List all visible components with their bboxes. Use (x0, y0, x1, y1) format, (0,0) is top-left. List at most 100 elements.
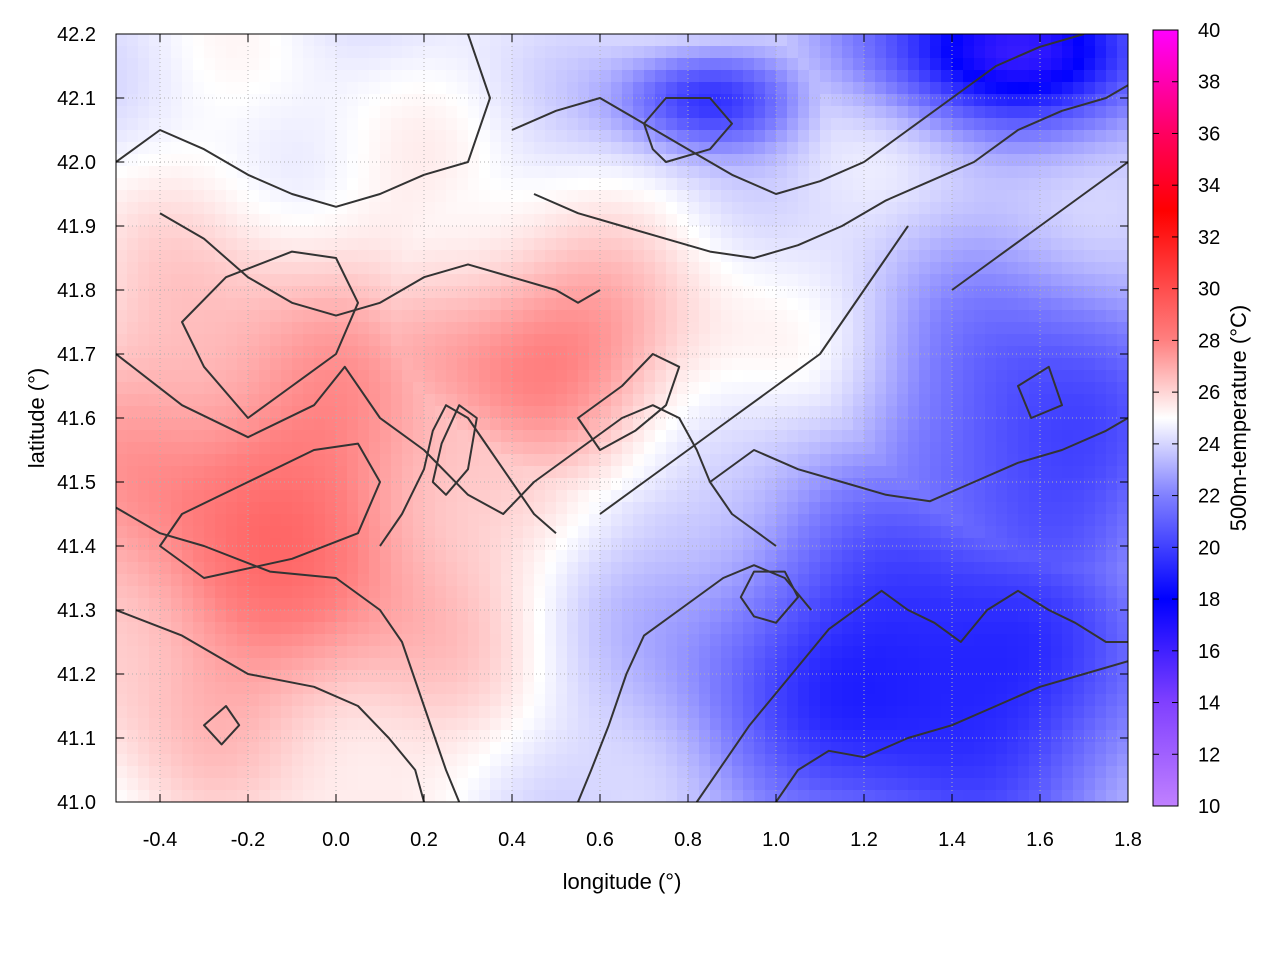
heatmap-cell (369, 382, 381, 395)
heatmap-cell (1051, 514, 1063, 527)
heatmap-cell (787, 118, 799, 131)
heatmap-cell (424, 202, 436, 215)
heatmap-cell (424, 358, 436, 371)
heatmap-cell (479, 454, 491, 467)
heatmap-cell (776, 598, 788, 611)
heatmap-cell (809, 130, 821, 143)
heatmap-cell (380, 574, 392, 587)
heatmap-cell (556, 118, 568, 131)
heatmap-cell (171, 274, 183, 287)
heatmap-cell (1040, 394, 1052, 407)
heatmap-cell (281, 670, 293, 683)
heatmap-cell (908, 502, 920, 515)
heatmap-cell (1095, 538, 1107, 551)
heatmap-cell (457, 502, 469, 515)
heatmap-cell (732, 382, 744, 395)
heatmap-cell (281, 166, 293, 179)
heatmap-cell (578, 178, 590, 191)
heatmap-cell (292, 610, 304, 623)
heatmap-cell (820, 178, 832, 191)
heatmap-cell (435, 286, 447, 299)
heatmap-cell (138, 574, 150, 587)
heatmap-cell (710, 286, 722, 299)
heatmap-cell (1007, 82, 1019, 95)
heatmap-cell (336, 250, 348, 263)
heatmap-cell (666, 166, 678, 179)
heatmap-cell (237, 634, 249, 647)
heatmap-cell (171, 82, 183, 95)
heatmap-cell (325, 94, 337, 107)
heatmap-cell (1073, 166, 1085, 179)
heatmap-cell (622, 106, 634, 119)
heatmap-cell (776, 274, 788, 287)
heatmap-cell (182, 562, 194, 575)
heatmap-cell (479, 130, 491, 143)
heatmap-cell (391, 610, 403, 623)
heatmap-cell (611, 274, 623, 287)
heatmap-cell (369, 406, 381, 419)
heatmap-cell (677, 154, 689, 167)
heatmap-cell (1007, 358, 1019, 371)
heatmap-cell (611, 82, 623, 95)
heatmap-cell (666, 346, 678, 359)
heatmap-cell (1117, 526, 1128, 539)
heatmap-cell (391, 202, 403, 215)
heatmap-cell (259, 346, 271, 359)
heatmap-cell (138, 610, 150, 623)
heatmap-cell (182, 598, 194, 611)
heatmap-cell (831, 238, 843, 251)
heatmap-cell (1007, 550, 1019, 563)
heatmap-cell (1084, 214, 1096, 227)
heatmap-cell (974, 622, 986, 635)
heatmap-cell (468, 454, 480, 467)
heatmap-cell (765, 634, 777, 647)
heatmap-cell (369, 34, 381, 47)
heatmap-cell (215, 190, 227, 203)
heatmap-cell (666, 634, 678, 647)
heatmap-cell (127, 682, 139, 695)
heatmap-cell (512, 238, 524, 251)
heatmap-cell (116, 58, 128, 71)
heatmap-cell (776, 214, 788, 227)
heatmap-cell (1007, 406, 1019, 419)
heatmap-cell (699, 610, 711, 623)
heatmap-cell (193, 118, 205, 131)
heatmap-cell (259, 358, 271, 371)
heatmap-cell (875, 622, 887, 635)
heatmap-cell (457, 190, 469, 203)
heatmap-cell (721, 238, 733, 251)
heatmap-cell (435, 70, 447, 83)
heatmap-cell (886, 226, 898, 239)
heatmap-cell (831, 406, 843, 419)
heatmap-cell (347, 670, 359, 683)
heatmap-cell (1084, 34, 1096, 47)
heatmap-cell (369, 250, 381, 263)
heatmap-cell (545, 94, 557, 107)
heatmap-cell (721, 202, 733, 215)
heatmap-cell (655, 142, 667, 155)
heatmap-cell (435, 298, 447, 311)
heatmap-cell (941, 418, 953, 431)
heatmap-cell (897, 406, 909, 419)
heatmap-cell (776, 358, 788, 371)
heatmap-cell (270, 682, 282, 695)
heatmap-cell (446, 622, 458, 635)
heatmap-cell (864, 310, 876, 323)
heatmap-cell (1051, 190, 1063, 203)
heatmap-cell (754, 658, 766, 671)
heatmap-cell (886, 322, 898, 335)
heatmap-cell (666, 454, 678, 467)
heatmap-cell (600, 298, 612, 311)
heatmap-cell (1040, 622, 1052, 635)
heatmap-cell (677, 574, 689, 587)
heatmap-cell (644, 610, 656, 623)
heatmap-cell (710, 430, 722, 443)
heatmap-cell (380, 646, 392, 659)
heatmap-cell (468, 70, 480, 83)
heatmap-cell (138, 82, 150, 95)
heatmap-cell (644, 166, 656, 179)
heatmap-cell (1040, 70, 1052, 83)
heatmap-cell (1095, 658, 1107, 671)
heatmap-cell (171, 346, 183, 359)
heatmap-cell (1106, 214, 1118, 227)
